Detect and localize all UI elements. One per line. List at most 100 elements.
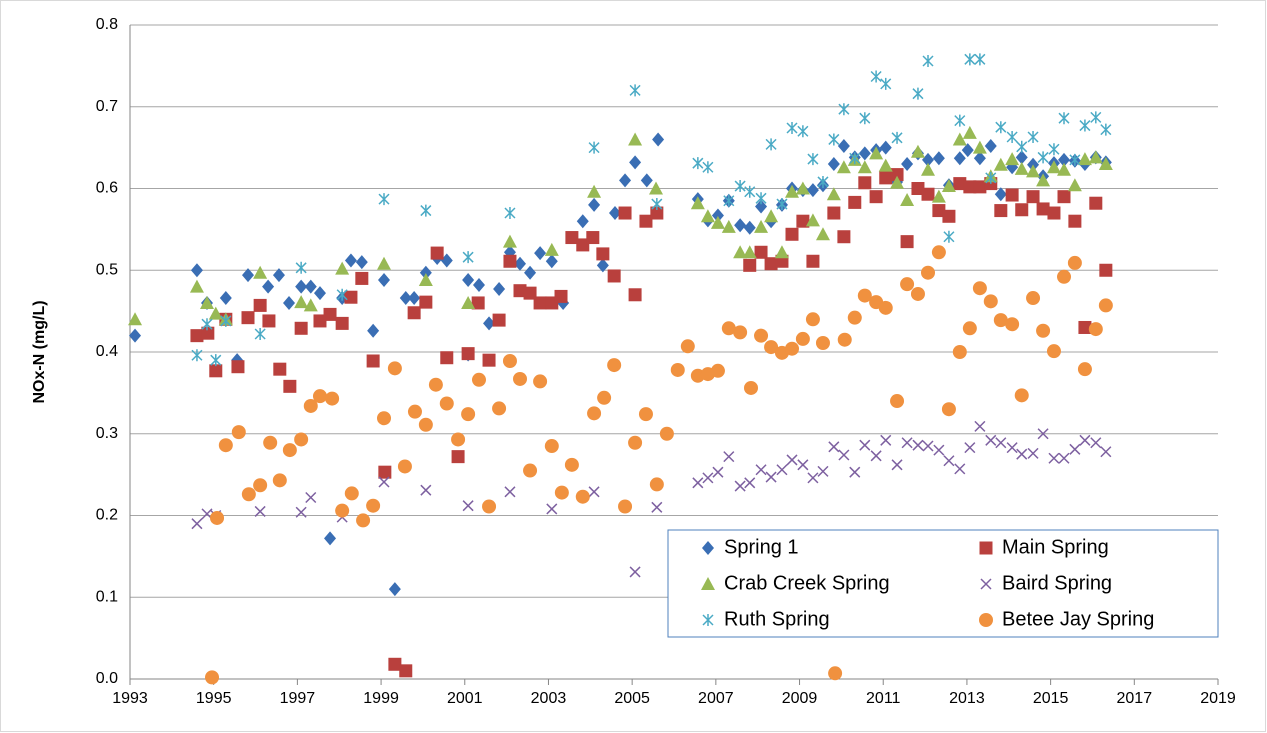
- diamond-marker: [858, 146, 871, 161]
- asterisk-marker: [859, 112, 871, 125]
- circle-marker: [890, 394, 905, 409]
- circle-marker: [471, 372, 486, 387]
- triangle-marker: [208, 306, 223, 320]
- square-marker: [869, 190, 883, 204]
- asterisk-marker: [1006, 130, 1018, 143]
- asterisk-marker: [295, 261, 307, 274]
- asterisk-marker: [1048, 143, 1060, 156]
- legend-label: Betee Jay Spring: [1002, 608, 1154, 630]
- circle-marker: [564, 457, 579, 472]
- square-marker: [1068, 214, 1082, 228]
- circle-marker: [972, 281, 987, 296]
- x-marker: [1079, 434, 1091, 446]
- square-marker: [942, 209, 956, 223]
- square-marker: [503, 254, 517, 268]
- diamond-marker: [129, 328, 142, 343]
- x-marker: [1016, 448, 1028, 460]
- square-marker: [273, 362, 287, 376]
- asterisk-marker: [1027, 130, 1039, 143]
- x-marker: [974, 420, 986, 432]
- asterisk-marker: [880, 77, 892, 90]
- asterisk-marker: [692, 157, 704, 170]
- asterisk-marker: [943, 230, 955, 243]
- triangle-marker: [1046, 160, 1061, 174]
- asterisk-marker: [912, 87, 924, 100]
- asterisk-marker: [744, 185, 756, 198]
- x-tick-label: 2015: [1033, 690, 1069, 707]
- triangle-marker: [461, 295, 476, 309]
- asterisk-marker: [1016, 140, 1028, 153]
- circle-marker: [900, 277, 915, 292]
- diamond-marker: [932, 151, 945, 166]
- x-marker: [870, 450, 882, 462]
- triangle-marker: [128, 312, 143, 326]
- diamond-marker: [524, 265, 537, 280]
- y-tick-label: 0.5: [96, 261, 118, 278]
- asterisk-marker: [504, 207, 516, 220]
- diamond-marker: [304, 279, 317, 294]
- triangle-marker: [721, 219, 736, 233]
- circle-marker: [439, 396, 454, 411]
- x-tick-label: 1993: [112, 690, 148, 707]
- triangle-marker: [742, 245, 757, 259]
- square-marker: [440, 351, 454, 365]
- circle-marker: [670, 362, 685, 377]
- x-marker: [191, 518, 203, 530]
- x-marker: [1006, 442, 1018, 454]
- diamond-marker: [806, 183, 819, 198]
- square-marker: [1078, 320, 1092, 334]
- diamond-marker: [711, 208, 724, 223]
- x-marker: [985, 434, 997, 446]
- triangle-marker: [795, 181, 810, 195]
- circle-marker: [1005, 317, 1020, 332]
- x-marker: [546, 503, 558, 515]
- x-tick-label: 2007: [698, 690, 734, 707]
- asterisk-marker: [1090, 111, 1102, 124]
- square-marker: [201, 326, 215, 340]
- asterisk-marker: [1100, 123, 1112, 136]
- triangle-marker: [805, 213, 820, 227]
- legend-label: Main Spring: [1002, 536, 1109, 558]
- circle-marker: [461, 407, 476, 422]
- asterisk-marker: [1069, 153, 1081, 166]
- diamond-marker: [378, 273, 391, 288]
- diamond-marker: [514, 256, 527, 271]
- x-marker: [305, 491, 317, 504]
- square-marker: [650, 206, 664, 220]
- asterisk-marker: [588, 141, 600, 154]
- asterisk-marker: [985, 171, 997, 184]
- square-marker: [837, 230, 851, 244]
- circle-marker: [1088, 322, 1103, 337]
- square-marker: [607, 269, 621, 283]
- triangle-marker: [303, 298, 318, 312]
- circle-marker: [344, 486, 359, 501]
- y-tick-label: 0.2: [96, 507, 118, 524]
- square-marker: [764, 257, 778, 271]
- circle-marker: [941, 402, 956, 417]
- diamond-marker: [702, 541, 714, 555]
- square-marker: [639, 214, 653, 228]
- triangle-marker: [502, 234, 517, 248]
- circle-marker: [597, 390, 612, 405]
- circle-marker: [335, 503, 350, 518]
- x-marker: [891, 459, 903, 471]
- square-marker: [754, 245, 768, 259]
- x-marker: [849, 466, 861, 478]
- circle-marker: [554, 485, 569, 500]
- x-marker: [954, 463, 966, 475]
- diamond-marker: [472, 277, 485, 292]
- square-marker: [231, 360, 245, 374]
- legend-box: [667, 529, 1219, 638]
- circle-marker: [710, 363, 725, 378]
- circle-marker: [983, 294, 998, 309]
- triangle-marker: [294, 295, 309, 309]
- y-tick-label: 0.7: [96, 98, 118, 115]
- x-marker: [1048, 452, 1060, 464]
- triangle-marker: [199, 295, 214, 309]
- asterisk-marker: [462, 251, 474, 264]
- legend: Spring 1 Main Spring Crab Creek Spring Bair…: [667, 529, 1219, 638]
- circle-marker: [828, 666, 843, 681]
- y-tick-label: 0.1: [96, 588, 118, 605]
- circle-marker: [366, 498, 381, 513]
- square-marker: [294, 321, 308, 335]
